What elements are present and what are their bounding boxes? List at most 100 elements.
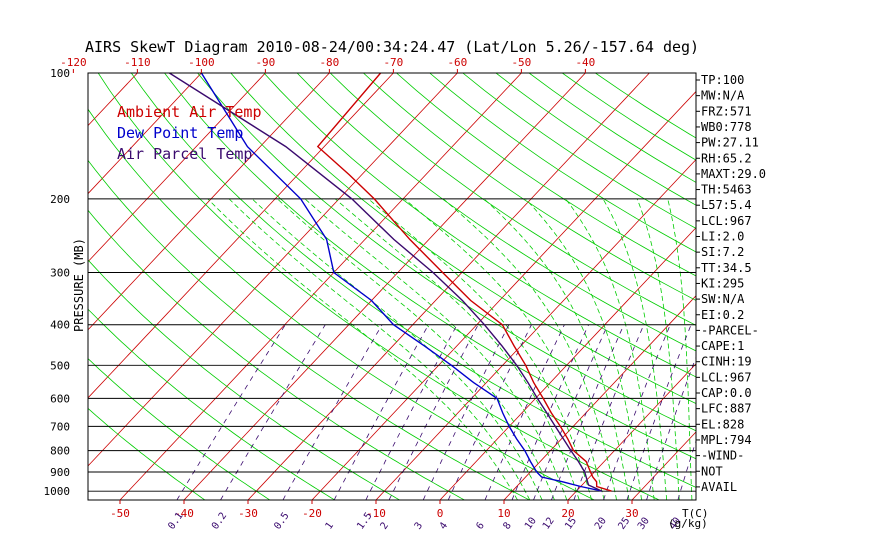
moist-adiabat-line <box>277 198 555 500</box>
stability-index-18: CINH:19 <box>701 355 752 369</box>
stability-index-12: TT:34.5 <box>701 261 752 275</box>
mixing-ratio-label: 10 <box>523 516 539 532</box>
mixing-ratio-label: 12 <box>541 516 557 532</box>
stability-index-7: TH:5463 <box>701 183 752 197</box>
dry-adiabat-line <box>88 407 206 500</box>
isotherm-line <box>567 363 696 500</box>
dry-adiabat-line <box>429 73 696 253</box>
moist-adiabat-line <box>667 198 693 500</box>
mixing-ratio-line <box>603 324 671 500</box>
moist-adiabat-line <box>483 198 630 500</box>
bottom-temp-tick-label: -30 <box>238 507 258 520</box>
stability-index-16: -PARCEL- <box>701 323 759 337</box>
pressure-tick-label: 700 <box>50 420 70 433</box>
mixing-ratio-line <box>573 324 645 500</box>
bottom-temp-tick-label: -10 <box>366 507 386 520</box>
mixing-ratio-label: 20 <box>593 516 609 532</box>
mixing-ratio-line <box>333 324 429 500</box>
temp-unit-label: T(C) <box>682 507 709 520</box>
stability-index-14: SW:N/A <box>701 292 745 306</box>
pressure-tick-label: 900 <box>50 466 70 479</box>
dry-adiabat-line <box>88 308 335 500</box>
stability-index-6: MAXT:29.0 <box>701 167 766 181</box>
isotherm-line <box>88 73 458 467</box>
pressure-tick-label: 800 <box>50 445 70 458</box>
isotherm-line <box>88 73 266 263</box>
legend: Ambient Air Temp Dew Point Temp Air Parc… <box>117 103 262 163</box>
chart-title: AIRS SkewT Diagram 2010-08-24/00:34:24.4… <box>85 38 699 56</box>
isotherm-line <box>119 73 522 500</box>
stability-index-25: NOT <box>701 464 723 478</box>
moist-adiabat-line <box>207 198 518 500</box>
mixing-ratio-line <box>282 324 383 500</box>
mixing-ratio-line <box>551 324 625 500</box>
top-temp-tick-label: -120 <box>60 56 87 69</box>
dry-adiabat-line <box>363 73 696 301</box>
isotherm-line <box>88 73 202 195</box>
pressure-tick-label: 500 <box>50 359 70 372</box>
stability-index-23: MPL:794 <box>701 433 752 447</box>
dry-adiabat-line <box>329 73 696 326</box>
isotherm-line <box>183 73 586 500</box>
dry-adiabat-line <box>528 73 696 183</box>
isotherm-line <box>88 73 330 331</box>
stability-index-26: AVAIL <box>701 480 737 494</box>
stability-index-5: RH:65.2 <box>701 151 752 165</box>
mixing-ratio-line <box>447 324 532 500</box>
stability-index-2: FRZ:571 <box>701 104 752 118</box>
mixing-ratio-label: 6 <box>474 520 486 531</box>
dry-adiabat-line <box>296 73 696 352</box>
mixing-ratio-line <box>677 439 696 500</box>
legend-dew-point-temp: Dew Point Temp <box>117 124 243 142</box>
y-axis-label: PRESSURE (MB) <box>72 238 86 332</box>
mixing-ratio-line <box>511 324 589 500</box>
stability-index-11: SI:7.2 <box>701 245 744 259</box>
mixing-ratio-label: 0.5 <box>272 511 291 532</box>
top-temp-tick-label: -70 <box>383 56 403 69</box>
series-dew-point-temp <box>200 73 603 492</box>
stability-index-21: LFC:887 <box>701 402 752 416</box>
moist-adiabat-line <box>335 198 580 500</box>
moist-adiabat-line <box>602 198 668 500</box>
mixing-ratio-label: 3 <box>413 520 425 531</box>
pressure-tick-label: 300 <box>50 267 70 280</box>
mixing-ratio-line <box>626 324 692 500</box>
dry-adiabat-line <box>97 73 660 500</box>
top-temp-tick-label: -110 <box>124 56 151 69</box>
dry-adiabat-line <box>263 73 696 378</box>
bottom-temp-tick-label: -50 <box>110 507 130 520</box>
stability-index-20: CAP:0.0 <box>701 386 752 400</box>
mixing-ratio-line <box>365 324 458 500</box>
mixing-ratio-unit-label: (g/kg) <box>668 517 708 530</box>
mixing-ratio-line <box>646 356 696 500</box>
dry-adiabat-line <box>462 73 696 229</box>
dry-adiabat-line <box>230 73 696 404</box>
stability-index-22: EL:828 <box>701 417 744 431</box>
isotherm-line <box>0 73 9 500</box>
pressure-tick-label: 600 <box>50 392 70 405</box>
dry-adiabat-line <box>396 73 696 277</box>
moist-adiabat-line <box>251 198 543 500</box>
stability-index-1: MW:N/A <box>701 89 745 103</box>
pressure-tick-label: 1000 <box>44 485 71 498</box>
isotherm-line <box>311 90 696 500</box>
stability-index-10: LI:2.0 <box>701 230 744 244</box>
top-temp-tick-label: -100 <box>188 56 215 69</box>
bottom-temp-tick-label: 30 <box>625 507 638 520</box>
mixing-ratio-label: 0.2 <box>210 511 229 532</box>
top-temp-tick-label: -60 <box>447 56 467 69</box>
dry-adiabat-line <box>88 159 530 500</box>
moist-adiabat-line <box>404 198 605 500</box>
moist-adiabat-line <box>565 198 655 500</box>
bottom-temp-tick-label: -40 <box>174 507 194 520</box>
dry-adiabat-line <box>197 73 696 432</box>
bottom-temp-tick-label: -20 <box>302 507 322 520</box>
mixing-ratio-line <box>176 324 286 500</box>
pressure-tick-label: 200 <box>50 193 70 206</box>
top-temp-tick-label: -50 <box>511 56 531 69</box>
pressure-tick-label: 100 <box>50 67 70 80</box>
top-temp-tick-label: -40 <box>575 56 595 69</box>
moist-adiabat-line <box>228 198 531 500</box>
